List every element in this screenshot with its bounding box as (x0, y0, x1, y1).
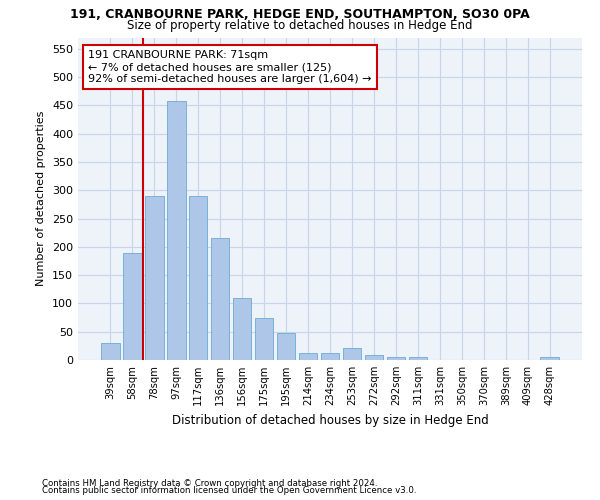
Text: 191, CRANBOURNE PARK, HEDGE END, SOUTHAMPTON, SO30 0PA: 191, CRANBOURNE PARK, HEDGE END, SOUTHAM… (70, 8, 530, 21)
Bar (101, 343, 119, 360)
Bar (320, 352, 340, 360)
Text: Contains HM Land Registry data © Crown copyright and database right 2024.: Contains HM Land Registry data © Crown c… (42, 478, 377, 488)
Bar (211, 238, 229, 360)
Bar (189, 196, 208, 360)
Bar (145, 196, 164, 360)
Text: 191 CRANBOURNE PARK: 71sqm
← 7% of detached houses are smaller (125)
92% of semi: 191 CRANBOURNE PARK: 71sqm ← 7% of detac… (88, 50, 371, 84)
Bar (299, 352, 317, 360)
Y-axis label: Number of detached properties: Number of detached properties (37, 111, 46, 286)
Bar (409, 356, 427, 360)
Bar (277, 334, 295, 360)
X-axis label: Distribution of detached houses by size in Hedge End: Distribution of detached houses by size … (172, 414, 488, 426)
Bar (233, 298, 251, 360)
Bar (123, 252, 142, 360)
Bar (365, 356, 383, 360)
Text: Size of property relative to detached houses in Hedge End: Size of property relative to detached ho… (127, 18, 473, 32)
Bar (386, 357, 405, 360)
Bar (343, 348, 361, 360)
Bar (167, 101, 185, 360)
Bar (255, 318, 274, 360)
Text: Contains public sector information licensed under the Open Government Licence v3: Contains public sector information licen… (42, 486, 416, 495)
Bar (541, 357, 559, 360)
